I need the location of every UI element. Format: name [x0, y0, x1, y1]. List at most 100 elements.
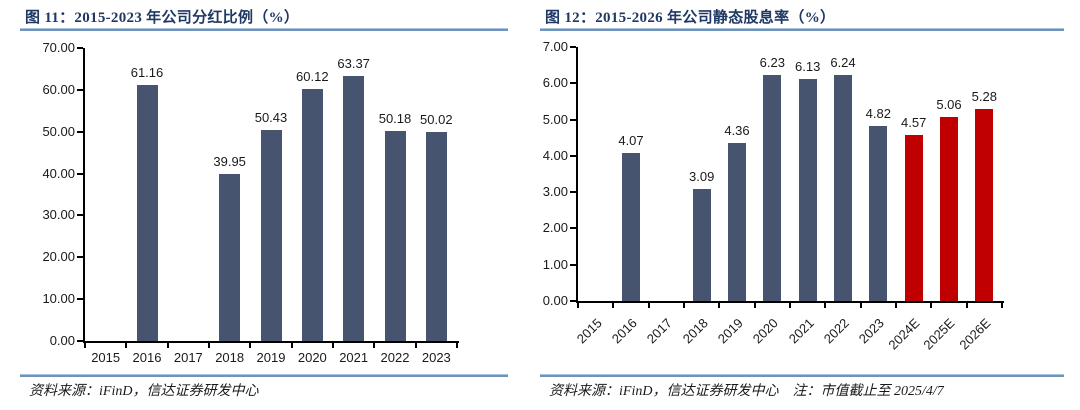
bar-2016 — [622, 153, 640, 301]
data-label-2019: 50.43 — [254, 109, 288, 125]
x-tick-mark — [895, 303, 897, 308]
data-label-2016: 4.07 — [618, 133, 644, 149]
bar-2019 — [728, 142, 746, 301]
y-tick-mark — [77, 47, 83, 49]
x-axis-label-2018: 2018 — [679, 315, 711, 347]
figure-11-panel: 图 11：2015-2023 年公司分红比例（%） 0.00 10.00 20.00… — [20, 6, 508, 406]
x-axis-label-2026E: 2026E — [956, 315, 994, 353]
x-axis-label-2025E: 2025E — [920, 315, 958, 353]
x-tick-mark — [1001, 303, 1003, 308]
source-text: 资料来源：iFinD，信达证券研发中心 — [29, 384, 259, 399]
data-label-2022: 6.24 — [830, 54, 856, 70]
y-axis-tick-label: 30.00 — [42, 207, 75, 223]
x-tick-mark — [718, 303, 721, 308]
y-tick-mark — [77, 298, 83, 301]
bar-2025E — [940, 117, 958, 301]
x-axis-line — [576, 301, 1004, 303]
x-tick-mark — [414, 343, 417, 348]
y-axis-tick-label: 2.00 — [542, 220, 568, 236]
x-tick-mark — [125, 343, 128, 348]
data-label-2016: 61.16 — [130, 65, 164, 80]
y-axis-tick-label: 5.00 — [542, 111, 568, 127]
source-divider-rule — [540, 374, 1064, 377]
data-label-2026E: 5.28 — [971, 89, 997, 105]
bar-2020 — [301, 89, 323, 341]
bar-2022 — [384, 130, 406, 341]
source-divider-rule — [20, 374, 508, 377]
data-label-2018: 39.95 — [213, 153, 246, 169]
bar-2024E — [904, 135, 923, 301]
x-axis-label-2023: 2023 — [856, 315, 888, 347]
title-divider-rule — [20, 28, 508, 31]
x-axis-label-2023: 2023 — [421, 350, 451, 365]
x-tick-mark — [859, 303, 862, 308]
data-label-2018: 3.09 — [689, 168, 715, 184]
data-label-2025E: 5.06 — [936, 97, 962, 113]
x-tick-mark — [824, 303, 827, 308]
x-axis-label-2022: 2022 — [380, 350, 410, 365]
dividend-payout-bar-chart: 0.00 10.00 20.00 30.00 40.00 50.00 60.00 70.00 2… — [20, 34, 508, 372]
y-tick-mark — [77, 88, 83, 91]
bar-2021 — [798, 78, 817, 301]
y-tick-mark — [77, 130, 83, 133]
data-label-2023: 4.82 — [865, 106, 891, 122]
y-axis-tick-label: 20.00 — [42, 249, 75, 265]
y-axis-tick-label: 40.00 — [42, 165, 75, 181]
source-caption: 资料来源：iFinD，信达证券研发中心 注：市值截止至 2025/4/7 — [549, 380, 944, 400]
title-divider-rule — [540, 28, 1064, 31]
x-tick-mark — [290, 343, 293, 348]
x-tick-mark — [612, 303, 615, 308]
x-tick-mark — [789, 303, 791, 308]
dividend-yield-bar-chart: 0.00 1.00 2.00 3.00 4.00 5.00 6.00 7.00 2015 4.07… — [540, 34, 1064, 372]
y-tick-mark — [570, 154, 576, 157]
bar-2016 — [136, 85, 158, 341]
bar-2019 — [260, 129, 282, 341]
y-axis-tick-label: 7.00 — [542, 39, 568, 54]
x-axis-label-2021: 2021 — [339, 350, 369, 365]
x-axis-label-2021: 2021 — [785, 315, 817, 347]
x-axis-label-2019: 2019 — [256, 350, 286, 365]
x-axis-label-2017: 2017 — [644, 315, 676, 347]
x-axis-label-2016: 2016 — [608, 315, 640, 347]
x-tick-mark — [647, 303, 650, 308]
x-tick-mark — [456, 343, 458, 348]
x-tick-mark — [208, 343, 210, 348]
y-tick-mark — [570, 227, 576, 230]
y-tick-mark — [570, 118, 576, 121]
y-axis-tick-label: 0.00 — [49, 333, 75, 348]
bar-2026E — [975, 109, 994, 301]
y-tick-mark — [77, 340, 83, 342]
y-tick-mark — [570, 191, 576, 194]
figure-11-title: 图 11：2015-2023 年公司分红比例（%） — [25, 10, 300, 26]
x-axis-label-2024E: 2024E — [885, 315, 923, 353]
x-axis-line — [83, 341, 459, 343]
x-axis-label-2020: 2020 — [297, 350, 327, 365]
data-label-2021: 63.37 — [337, 55, 370, 71]
x-axis-label-2015: 2015 — [91, 350, 121, 365]
data-label-2020: 60.12 — [296, 69, 329, 85]
y-tick-mark — [77, 214, 83, 217]
x-tick-mark — [332, 343, 334, 348]
x-axis-label-2019: 2019 — [714, 315, 746, 347]
y-axis-tick-label: 1.00 — [542, 256, 568, 272]
y-axis-tick-label: 4.00 — [542, 147, 568, 163]
y-tick-mark — [570, 46, 576, 48]
bar-2023 — [869, 126, 888, 301]
x-tick-mark — [577, 303, 579, 308]
x-axis-label-2022: 2022 — [820, 315, 852, 347]
x-tick-mark — [249, 343, 252, 348]
figure-12-title: 图 12：2015-2026 年公司静态股息率（%） — [545, 10, 836, 26]
y-axis-tick-label: 10.00 — [42, 291, 75, 307]
bar-2023 — [425, 131, 447, 341]
source-caption: 资料来源：iFinD，信达证券研发中心 — [29, 380, 258, 400]
x-tick-mark — [373, 343, 376, 348]
y-axis-line — [83, 48, 85, 343]
x-tick-mark — [84, 343, 86, 348]
x-axis-label-2018: 2018 — [215, 350, 245, 365]
y-axis-tick-label: 50.00 — [42, 123, 75, 139]
y-axis-tick-label: 6.00 — [542, 75, 568, 91]
y-tick-mark — [570, 82, 576, 85]
y-axis-line — [576, 47, 578, 303]
data-label-2020: 6.23 — [759, 54, 785, 70]
y-axis-tick-label: 70.00 — [42, 40, 75, 55]
